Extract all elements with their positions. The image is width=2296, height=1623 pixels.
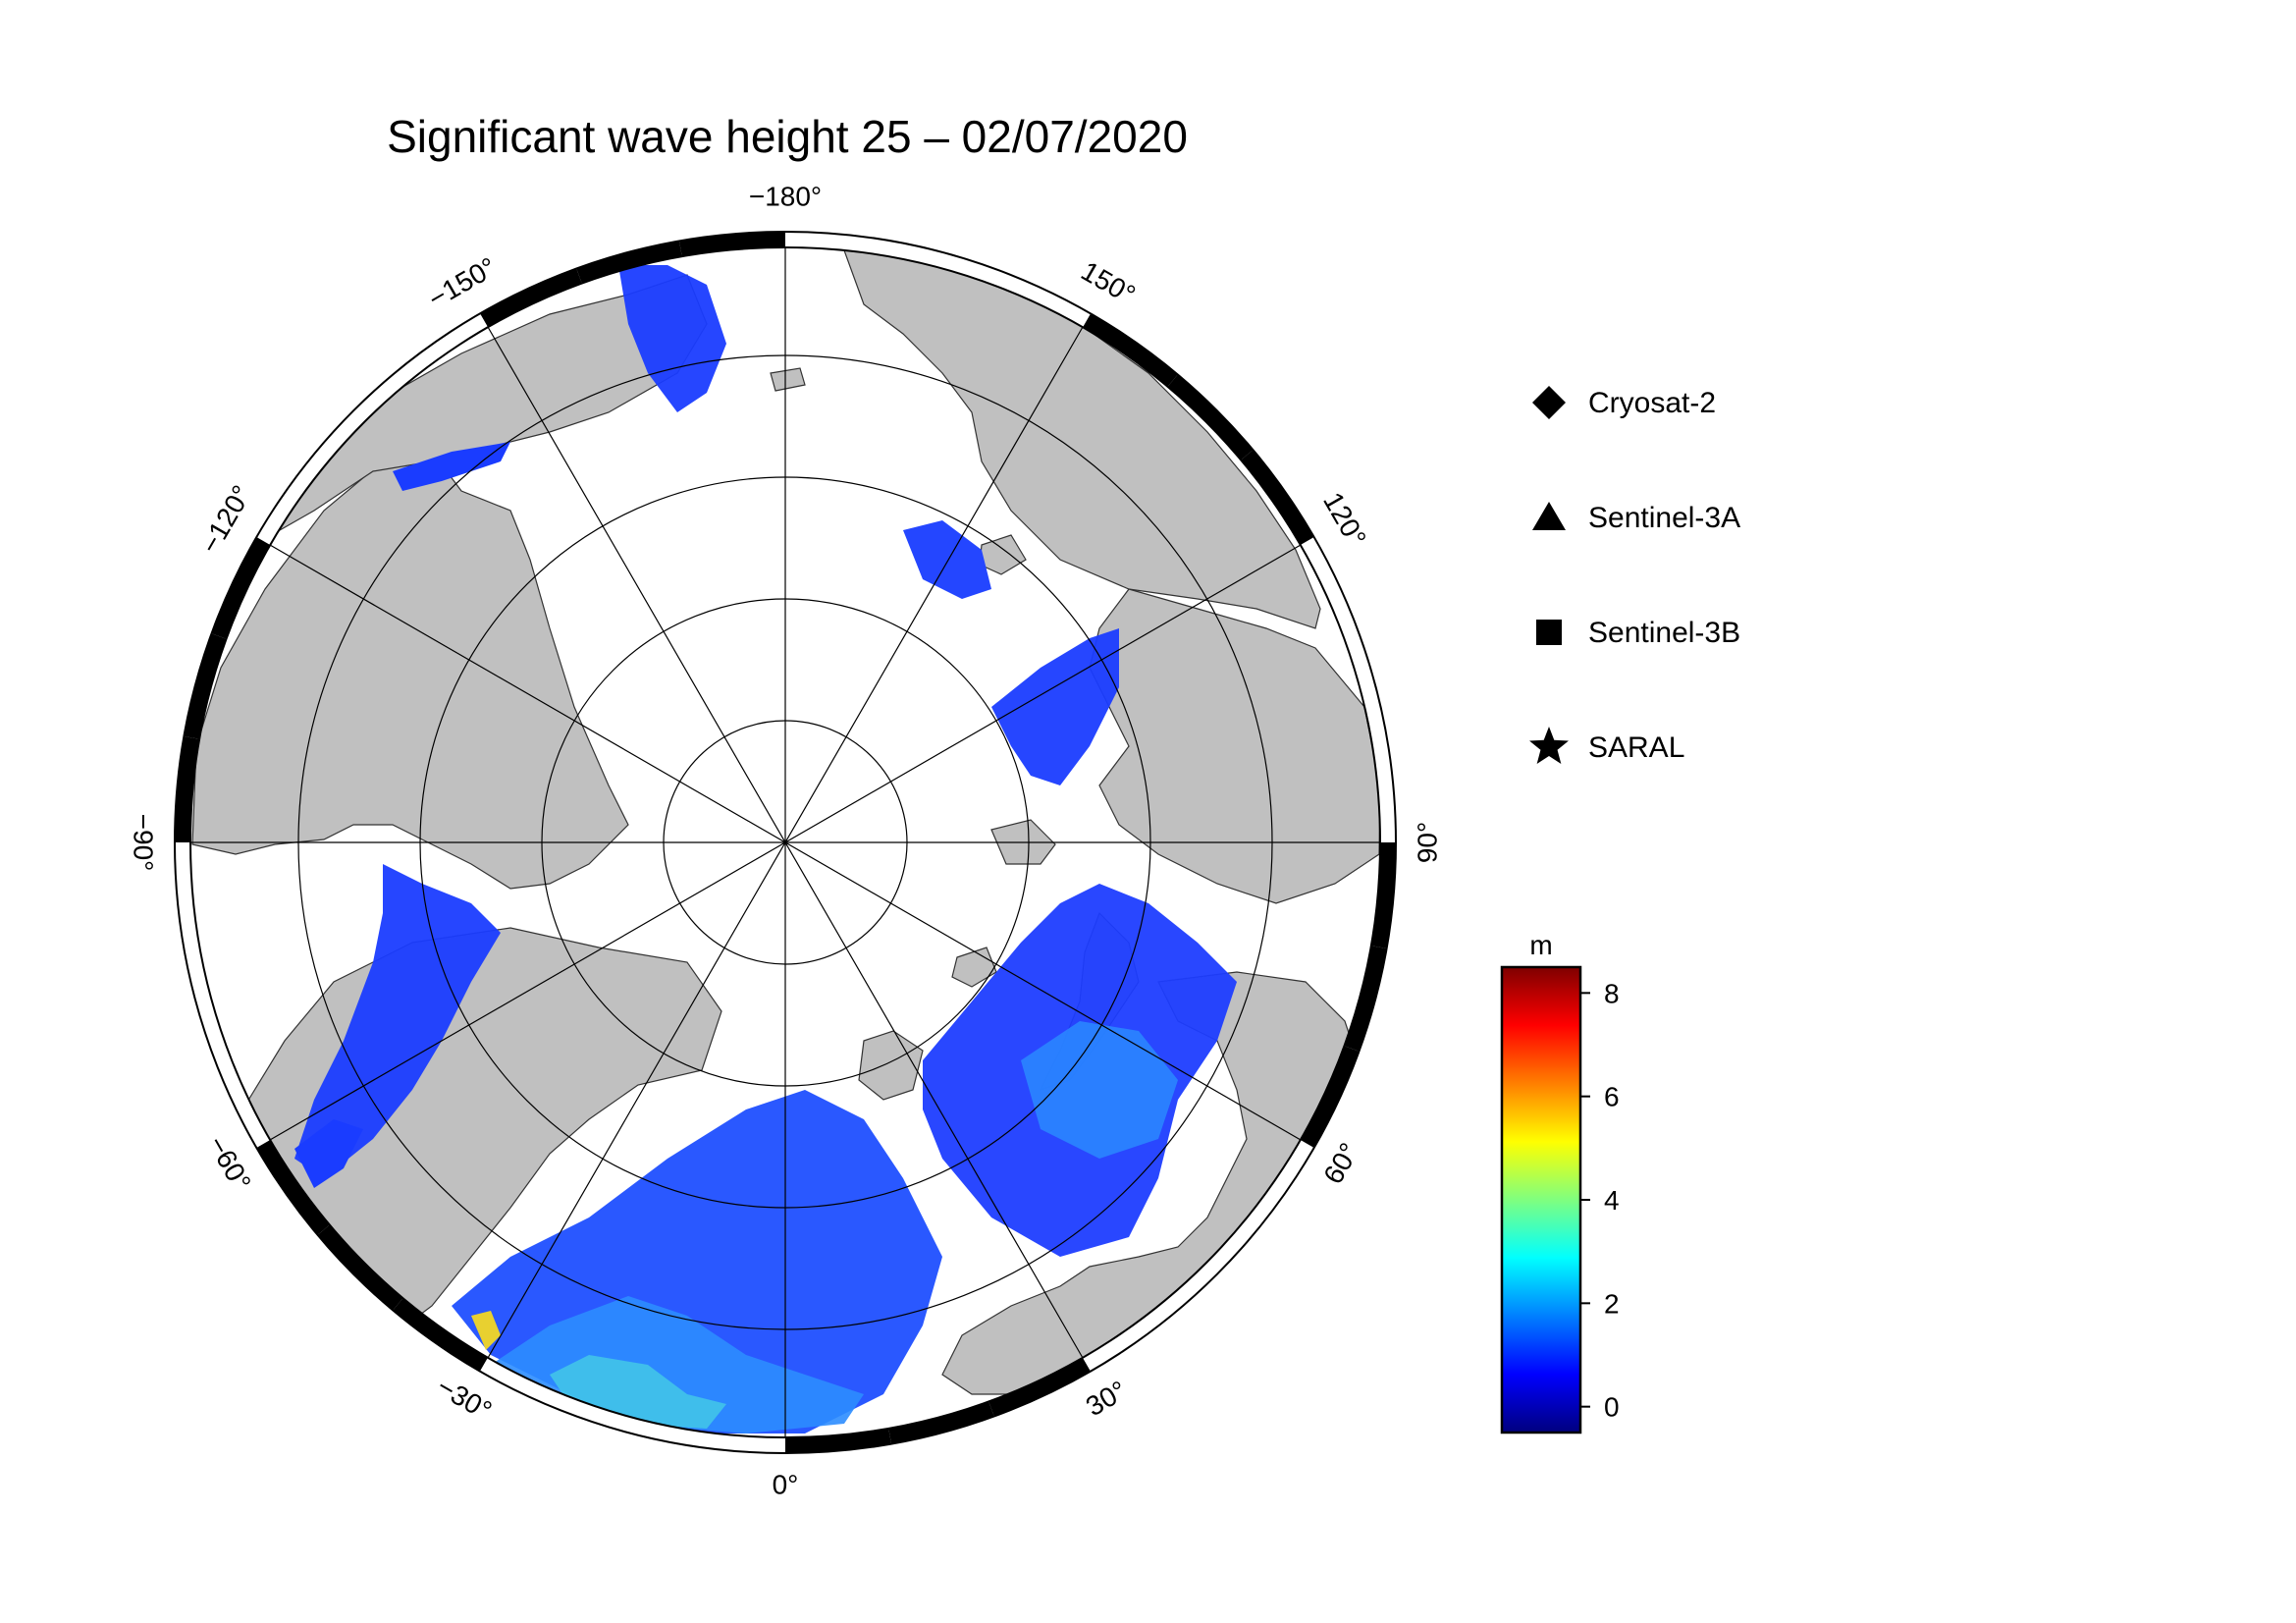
frame-segment <box>256 1140 330 1235</box>
colorbar-ticks: 0 2 4 6 8 <box>1580 978 1620 1423</box>
longitude-label: 60° <box>1317 1138 1364 1189</box>
longitude-label: 30° <box>1081 1375 1132 1422</box>
longitude-label: −180° <box>749 181 822 211</box>
colorbar-tick-label: 6 <box>1604 1082 1620 1112</box>
legend-label: SARAL <box>1588 731 1684 764</box>
frame-outer-ring <box>174 231 1397 1454</box>
frame-segment <box>1241 1140 1314 1235</box>
satellite-legend: Cryosat-2 Sentinel-3A Sentinel-3B SARAL <box>1529 386 1740 764</box>
legend-label: Cryosat-2 <box>1588 387 1716 419</box>
longitude-label: −60° <box>202 1131 257 1196</box>
frame-segment <box>1370 735 1396 842</box>
frame-segment <box>393 313 488 387</box>
frame-segment <box>988 1357 1091 1417</box>
frame-segment <box>1370 842 1396 949</box>
colorbar-tick-label: 8 <box>1604 978 1620 1008</box>
frame-segment <box>175 735 200 842</box>
frame-segment <box>317 374 403 460</box>
frame-segment <box>211 537 271 639</box>
colorbar-gradient <box>1500 965 1582 1434</box>
frame-segment <box>785 1428 892 1453</box>
longitude-label: −150° <box>423 251 502 314</box>
colorbar: m 0 2 4 6 8 <box>1500 930 1620 1434</box>
frame-segment <box>256 450 330 545</box>
square-icon <box>1536 620 1562 645</box>
frame-segment <box>175 842 200 949</box>
frame-segment <box>785 232 892 257</box>
frame-segment <box>1344 946 1387 1052</box>
legend-label: Sentinel-3A <box>1588 502 1740 534</box>
frame-segment <box>678 1428 785 1453</box>
frame-segment <box>184 633 227 739</box>
frame-segment <box>576 241 682 284</box>
frame-segment <box>393 1298 488 1372</box>
frame-segment <box>317 1224 403 1311</box>
frame-segment <box>1241 450 1314 545</box>
frame-segment <box>1300 1046 1360 1148</box>
frame-segment <box>1344 633 1387 739</box>
frame-segment <box>1300 537 1360 639</box>
frame-segment <box>1083 1298 1178 1372</box>
frame-segment <box>1167 1224 1254 1311</box>
frame-segment <box>184 946 227 1052</box>
frame-segment <box>480 268 582 328</box>
frame-segment <box>888 241 994 284</box>
star-icon <box>1529 727 1569 764</box>
frame-segment <box>888 1401 994 1444</box>
map-frame <box>174 231 1397 1454</box>
frame-segment <box>576 1401 682 1444</box>
longitude-label: −30° <box>432 1371 497 1426</box>
colorbar-tick-label: 4 <box>1604 1185 1620 1216</box>
frame-segment <box>1083 313 1178 387</box>
colorbar-unit: m <box>1529 930 1552 960</box>
triangle-icon <box>1532 502 1566 530</box>
longitude-label: −90° <box>129 814 159 872</box>
colorbar-tick-label: 2 <box>1604 1288 1620 1319</box>
frame-segment <box>1167 374 1254 460</box>
frame-segment <box>988 268 1091 328</box>
frame-segment <box>480 1357 582 1417</box>
longitude-label: 0° <box>773 1469 799 1499</box>
longitude-label: 120° <box>1317 487 1372 552</box>
diamond-icon <box>1532 386 1566 419</box>
longitude-label: 150° <box>1076 255 1141 310</box>
legend-label: Sentinel-3B <box>1588 617 1740 649</box>
colorbar-tick-label: 0 <box>1604 1392 1620 1423</box>
frame-inner-ring <box>189 246 1381 1438</box>
frame-segment <box>211 1046 271 1148</box>
longitude-label: 90° <box>1412 822 1442 863</box>
longitude-label: −120° <box>194 480 257 559</box>
polar-map <box>190 247 1380 1437</box>
graticule <box>190 247 1380 1437</box>
frame-segment <box>678 232 785 257</box>
map-title: Significant wave height 25 – 02/07/2020 <box>387 111 1188 162</box>
